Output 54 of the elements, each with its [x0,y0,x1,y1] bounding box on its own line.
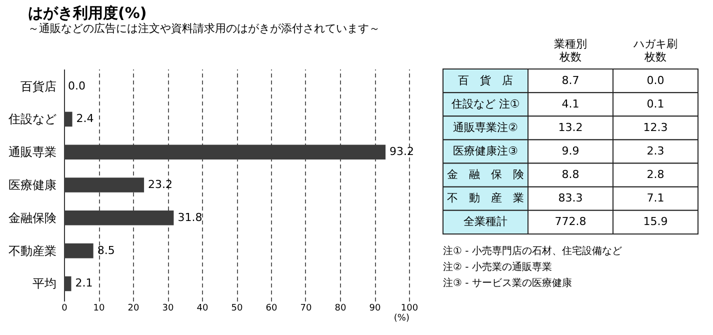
x-tick-label: 20 [128,304,140,314]
category-label: 金 融 保 険 [447,168,524,182]
x-tick-label: 40 [196,304,208,314]
y-tick-label: 通販専業 [8,145,56,160]
x-tick-label: 80 [334,304,346,314]
data-label: 2.1 [75,276,93,290]
y-tick-label: 医療健康 [8,178,56,192]
x-tick-label: 60 [266,304,278,314]
data-label: 8.7 [562,74,580,87]
data-label: 2.8 [646,168,664,182]
y-tick-label: 不動産業 [8,244,56,258]
data-label: 31.8 [178,210,202,224]
data-label: 2.3 [646,144,664,158]
data-label: 15.9 [643,215,668,228]
x-tick-label: 50 [231,304,243,314]
y-tick-label: 百貨店 [20,79,56,94]
category-label: 百 貨 店 [458,74,513,87]
data-label: 772.8 [554,215,586,228]
category-label: 不 動 産 業 [447,192,524,205]
data-label: 0.1 [646,97,664,110]
data-label: 8.5 [97,244,115,257]
data-label: 4.1 [562,97,580,110]
x-tick-label: 100 [400,304,418,314]
series-label: ハガキ刷枚数 [632,38,678,64]
category-label: 通販専業注② [453,120,518,134]
chart-title: はがき利用度(%) [28,4,147,22]
data-label: 9.9 [562,144,580,158]
data-label: 23.2 [148,178,173,191]
category-label: 住設など 注① [451,97,520,110]
data-label: 83.3 [558,192,583,205]
x-tick-label: 70 [300,304,312,314]
text: 注③ - サービス業の医療健康 [443,277,572,289]
series-label: 業種別枚数 [554,38,587,64]
category-label: 全業種計 [464,215,508,228]
data-label: 0.0 [68,79,86,92]
text: 注① - 小売専門店の石材、住宅設備など [443,245,622,257]
data-label: 12.3 [643,120,668,134]
x-tick-label: 0 [62,304,68,314]
y-tick-label: 金融保険 [8,210,56,225]
y-tick-label: 平均 [32,276,56,291]
text: 注② - 小売業の通販専業 [443,261,552,273]
x-tick-label: 90 [369,304,381,314]
chart-subtitle: ～通販などの広告には注文や資料請求用のはがきが添付されています～ [28,22,380,35]
data-label: 93.2 [390,145,414,158]
data-label: 2.4 [76,112,94,126]
data-label: 7.1 [646,192,664,205]
x-tick-label: 10 [93,304,105,314]
y-tick-label: 住設など [8,112,56,126]
data-label: 0.0 [646,74,664,87]
x-axis-title: (%) [394,314,410,324]
data-label: 13.2 [558,120,583,134]
data-label: 8.8 [562,168,580,182]
category-label: 医療健康注③ [453,144,518,158]
x-tick-label: 30 [162,304,174,314]
